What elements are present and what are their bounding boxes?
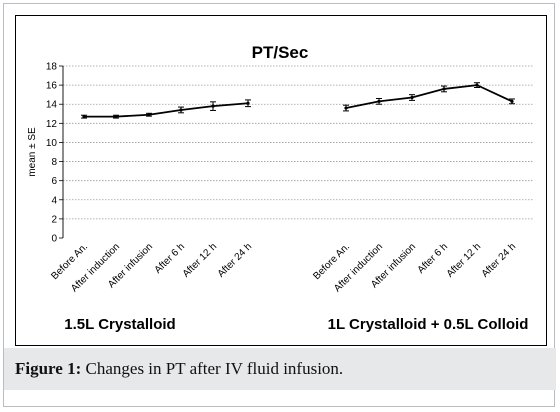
series-line xyxy=(84,102,249,118)
y-tick-label: 16 xyxy=(46,81,58,92)
chart-area: PT/Sec 0 2 4 6 8 10 12 14 16 18 mean ± SE Before … xyxy=(15,15,547,346)
data-point xyxy=(442,87,446,91)
y-axis-label: mean ± SE xyxy=(27,127,38,177)
caption-bar xyxy=(4,348,556,390)
data-point xyxy=(147,113,151,117)
data-point xyxy=(377,99,381,103)
y-tick-label: 8 xyxy=(51,157,57,168)
data-point xyxy=(344,106,348,110)
y-tick-label: 12 xyxy=(46,119,58,130)
series-line xyxy=(345,84,513,109)
caption-text: Changes in PT after IV fluid infusion. xyxy=(81,359,344,378)
caption-label: Figure 1: xyxy=(15,359,82,378)
x-tick-label: After 24 h xyxy=(480,241,518,279)
y-tick-label: 14 xyxy=(46,100,58,111)
data-point xyxy=(410,95,414,100)
x-tick-label: After 24 h xyxy=(216,241,254,279)
data-point xyxy=(246,101,250,105)
group-label: 1L Crystalloid + 0.5L Colloid xyxy=(328,316,529,333)
y-tick-label: 18 xyxy=(46,62,58,73)
data-point xyxy=(211,104,215,108)
y-tick-label: 0 xyxy=(51,234,57,245)
y-tick-label: 10 xyxy=(46,138,58,149)
y-tick-label: 2 xyxy=(51,214,57,225)
figure-frame: PT/Sec 0 2 4 6 8 10 12 14 16 18 mean ± SE Before … xyxy=(3,3,556,407)
y-axis: 0 2 4 6 8 10 12 14 16 18 xyxy=(46,62,64,245)
data-point xyxy=(114,115,118,119)
group-labels: 1.5L Crystalloid 1L Crystalloid + 0.5L Co… xyxy=(64,316,528,333)
y-tick-label: 6 xyxy=(51,176,57,187)
y-tick-label: 4 xyxy=(51,195,57,206)
series-layer xyxy=(81,82,515,119)
data-point xyxy=(179,108,183,112)
pt-line-chart: PT/Sec 0 2 4 6 8 10 12 14 16 18 mean ± SE Before … xyxy=(27,43,533,333)
grid-lines xyxy=(63,65,533,220)
data-point xyxy=(82,115,86,119)
data-point xyxy=(475,83,479,87)
data-point xyxy=(510,99,514,103)
figure-caption: Figure 1: Changes in PT after IV fluid i… xyxy=(15,359,343,379)
x-tick-label: After 12 h xyxy=(445,241,483,279)
chart-title: PT/Sec xyxy=(252,43,309,62)
group-label: 1.5L Crystalloid xyxy=(64,316,175,333)
x-tick-label: After 12 h xyxy=(181,241,219,279)
